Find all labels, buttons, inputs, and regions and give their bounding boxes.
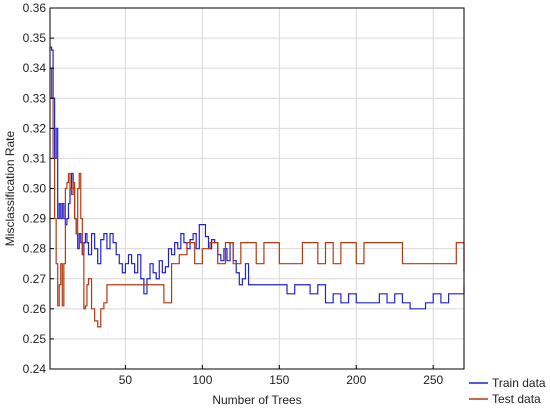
x-tick-label: 200 <box>346 373 366 387</box>
series-line-test <box>50 67 465 328</box>
x-axis-title: Number of Trees <box>212 393 301 407</box>
y-tick-label: 0.29 <box>23 212 47 226</box>
y-tick-label: 0.24 <box>23 362 47 376</box>
x-tick-label: 100 <box>192 373 212 387</box>
legend: Train data Test data <box>469 376 546 406</box>
y-tick-label: 0.35 <box>23 31 47 45</box>
y-tick-label: 0.30 <box>23 182 47 196</box>
y-tick-label: 0.34 <box>23 61 47 75</box>
x-tick-label: 250 <box>423 373 443 387</box>
x-tick-label: 150 <box>269 373 289 387</box>
y-tick-label: 0.25 <box>23 332 47 346</box>
legend-label-train: Train data <box>492 376 546 390</box>
y-tick-label: 0.26 <box>23 302 47 316</box>
x-tick-label: 50 <box>119 373 133 387</box>
y-tick-label: 0.28 <box>23 242 47 256</box>
y-tick-label: 0.27 <box>23 272 47 286</box>
y-tick-label: 0.32 <box>23 121 47 135</box>
tick-layer: 0.24 0.25 0.26 0.27 0.28 0.29 0.30 0.31 0.32 0.33… <box>23 1 444 387</box>
y-axis-title: Misclassification Rate <box>3 130 17 246</box>
y-tick-label: 0.33 <box>23 91 47 105</box>
series-layer <box>50 46 465 328</box>
y-tick-label: 0.36 <box>23 1 47 15</box>
legend-label-test: Test data <box>492 392 541 406</box>
y-tick-label: 0.31 <box>23 151 47 165</box>
